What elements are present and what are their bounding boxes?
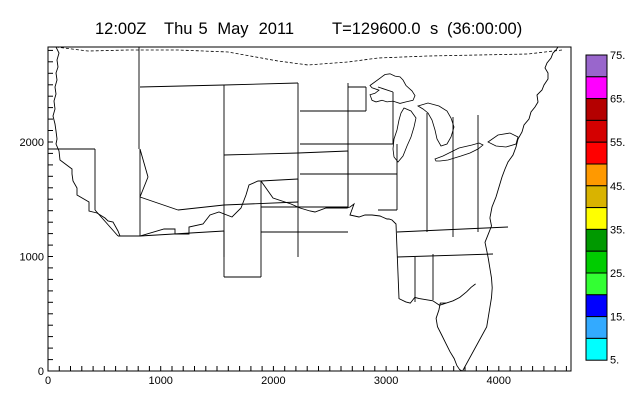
svg-text:5.: 5. (610, 354, 619, 366)
svg-text:15.: 15. (610, 312, 625, 324)
svg-text:25.: 25. (610, 268, 625, 280)
svg-text:2000: 2000 (20, 137, 44, 149)
svg-text:4000: 4000 (487, 375, 511, 387)
svg-text:1000: 1000 (148, 375, 172, 387)
svg-text:35.: 35. (610, 224, 625, 236)
svg-text:3000: 3000 (374, 375, 398, 387)
svg-text:65.: 65. (610, 94, 625, 106)
svg-text:75.: 75. (610, 50, 625, 62)
svg-text:1000: 1000 (20, 252, 44, 264)
svg-text:55.: 55. (610, 137, 625, 149)
svg-text:45.: 45. (610, 181, 625, 193)
svg-text:2000: 2000 (261, 375, 285, 387)
svg-text:0: 0 (38, 366, 44, 378)
svg-text:0: 0 (45, 375, 51, 387)
